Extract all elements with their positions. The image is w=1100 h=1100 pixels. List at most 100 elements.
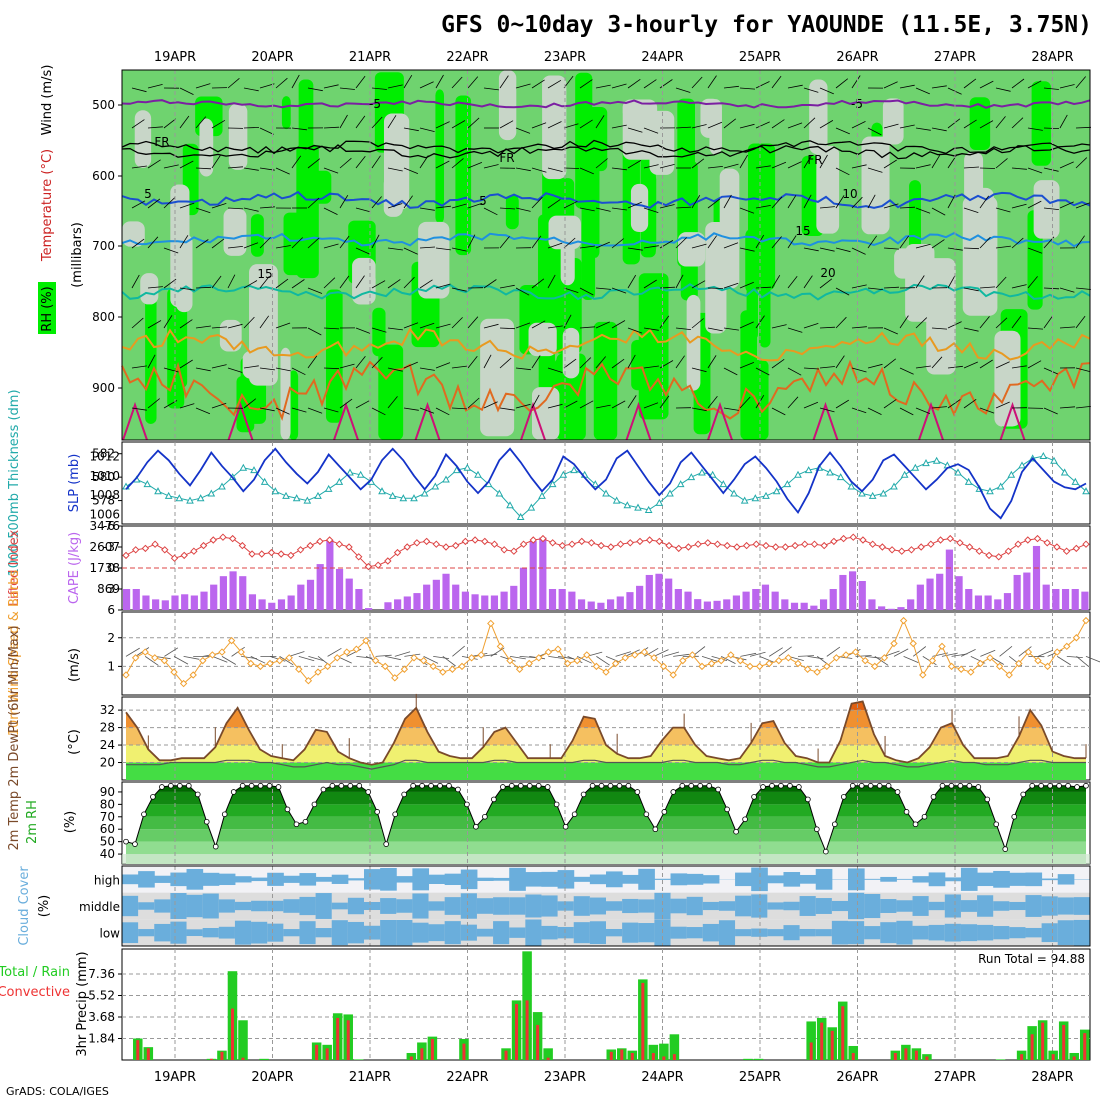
cloud-cell (589, 921, 607, 945)
wind-barb (483, 87, 499, 91)
rh2m-point (526, 782, 533, 789)
rh2m-point (1056, 782, 1062, 789)
lifted-index-point (762, 541, 770, 550)
cloud-cell (864, 878, 881, 880)
wind-barb (723, 85, 739, 89)
cloud-cell (380, 919, 397, 946)
wind10-point (851, 648, 860, 656)
thickness-point (612, 496, 621, 504)
wind-barb (211, 238, 225, 249)
wind-barb (419, 279, 433, 289)
cape-bar (1052, 589, 1060, 610)
wind-barb (1075, 235, 1085, 249)
wind-barb (819, 366, 835, 369)
y-tick-label: -3 (103, 540, 115, 554)
wind-barb (323, 407, 339, 413)
wind10-label: 10m Wind Speed & Barbs (7, 570, 22, 737)
cloud-cell (557, 870, 575, 889)
wind-barb (435, 121, 450, 129)
cape-bar (810, 605, 818, 610)
rh2m-point (221, 811, 228, 818)
wind-barb (515, 167, 531, 172)
wind-barb (931, 327, 948, 330)
cloud-cell (251, 900, 268, 912)
rh-low-patch (926, 258, 956, 375)
rh2m-point (177, 782, 183, 789)
lifted-index-point (684, 543, 693, 551)
precip-label: 3hr Precip (mm) (75, 951, 90, 1056)
wind10-point (928, 656, 937, 665)
lifted-index-point (316, 537, 324, 546)
lifted-index-point (859, 536, 867, 544)
precip-conv-bar (1062, 1024, 1066, 1060)
cape-bar (752, 589, 760, 610)
wind10-barb (884, 650, 900, 657)
wind-barb (931, 154, 941, 169)
cape-bar (742, 591, 750, 610)
cloud-cell (1009, 901, 1026, 911)
rh-high-patch (969, 97, 991, 151)
cloud-cell (202, 872, 220, 886)
wind-barb (131, 365, 147, 369)
cloud-cell (493, 877, 510, 881)
wind-barb (195, 83, 211, 89)
upper-air-panel: -5 FR -5 FR FR 5 5 10 15 15 20 500 600 700 800 900 (92, 69, 1092, 441)
rh2m-point (697, 782, 704, 789)
rh2m-point (464, 801, 470, 808)
cloud-cell (331, 874, 349, 884)
thickness-point (154, 487, 162, 495)
wind-barb (739, 123, 755, 129)
lifted-index-point (888, 546, 896, 554)
wind10-point (727, 651, 735, 659)
wind-barb (787, 367, 802, 376)
cloud-cell (186, 868, 204, 890)
rh2m-point (634, 789, 641, 795)
cloud-cell (218, 926, 236, 939)
rh2m-point (455, 786, 461, 793)
wind-barb (211, 155, 221, 169)
wind-barb (435, 323, 451, 329)
wind10-point (1063, 642, 1071, 651)
precip-conv-bar (609, 1051, 613, 1060)
wind10-barb (125, 647, 140, 657)
thickness-point (186, 496, 194, 504)
wind-barb (739, 396, 751, 409)
rh2m-point (903, 809, 910, 815)
cloud-cell (122, 895, 139, 917)
wind-barb (947, 247, 963, 251)
isotherm-line (121, 231, 1091, 248)
cape-tick-label: 3476 (89, 519, 120, 533)
wind-barb (723, 242, 739, 249)
rh-low-patch (686, 294, 701, 391)
rh2m-point (742, 816, 748, 823)
wind-barb (259, 127, 274, 135)
wind-barb (755, 121, 770, 129)
cape-bar (936, 573, 944, 610)
cape-bar (800, 602, 808, 610)
wind-barb (483, 279, 497, 289)
wind10-point (535, 654, 543, 662)
wind-barb (499, 120, 514, 129)
cloud-cell (186, 894, 204, 918)
isotherm-spike (227, 401, 254, 441)
upper-temp-label: Temperature (°C) (40, 149, 55, 262)
wind-barb (355, 75, 366, 89)
wind-barb (195, 239, 209, 249)
wind-barb (963, 247, 980, 250)
wind-barb (515, 83, 531, 89)
cape-bar (529, 541, 537, 610)
thickness-point (239, 463, 248, 471)
rh2m-point (293, 821, 300, 828)
cloud-cell (154, 899, 171, 913)
wind-barb (275, 407, 290, 415)
cape-tick-label: 869 (97, 582, 120, 596)
wind-barb (163, 118, 177, 129)
rh-low-patch (705, 221, 727, 334)
wind-barb (227, 246, 243, 249)
wind-barb (403, 276, 415, 289)
lifted-index-point (626, 539, 634, 547)
wind10-barb (394, 651, 411, 657)
cloud-cell (412, 893, 430, 919)
rh-low-patch (809, 79, 828, 155)
